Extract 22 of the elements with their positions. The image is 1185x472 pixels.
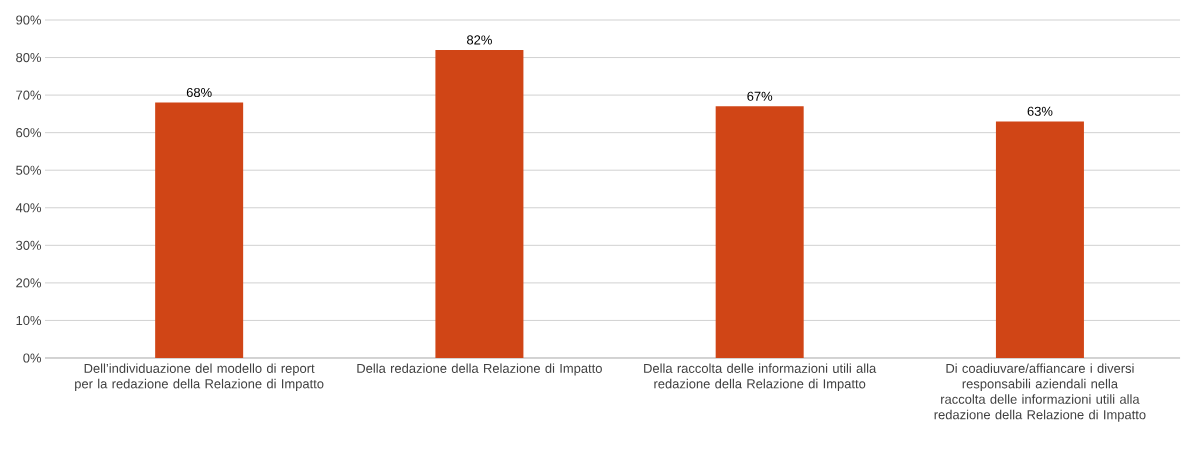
x-tick-label: Della redazione della Relazione di Impatto bbox=[357, 363, 602, 376]
bar bbox=[435, 50, 524, 358]
y-tick-label: 40% bbox=[15, 203, 42, 213]
x-tick-label: Della raccolta delle informazioni utili alla redazione della Relazione di Impatto bbox=[644, 363, 877, 391]
y-tick-label: 80% bbox=[16, 52, 42, 63]
y-tick-label: 30% bbox=[16, 240, 42, 250]
data-label: 67% bbox=[747, 91, 773, 101]
x-tick-label: Dell’individuazione del modello di report per la redazione della Relazione di Impatto bbox=[75, 363, 324, 391]
data-label: 68% bbox=[186, 87, 212, 98]
y-tick-label: 50% bbox=[16, 165, 42, 175]
y-tick-label: 90% bbox=[16, 15, 42, 25]
y-tick-label: 60% bbox=[16, 128, 42, 138]
y-tick-label: 0% bbox=[23, 353, 42, 363]
bar bbox=[715, 106, 804, 358]
data-label: 63% bbox=[1027, 106, 1053, 116]
bar bbox=[155, 102, 244, 358]
bar bbox=[995, 121, 1084, 358]
y-tick-label: 20% bbox=[16, 278, 42, 288]
x-tick-label: Di coadiuvare/affiancare i diversi responsabili aziendali nella raccolta delle informazioni utili alla redazione della Relazione di Impatto bbox=[934, 363, 1146, 422]
y-tick-label: 10% bbox=[16, 315, 42, 326]
data-label: 82% bbox=[467, 35, 492, 45]
y-tick-label: 70% bbox=[16, 90, 42, 100]
